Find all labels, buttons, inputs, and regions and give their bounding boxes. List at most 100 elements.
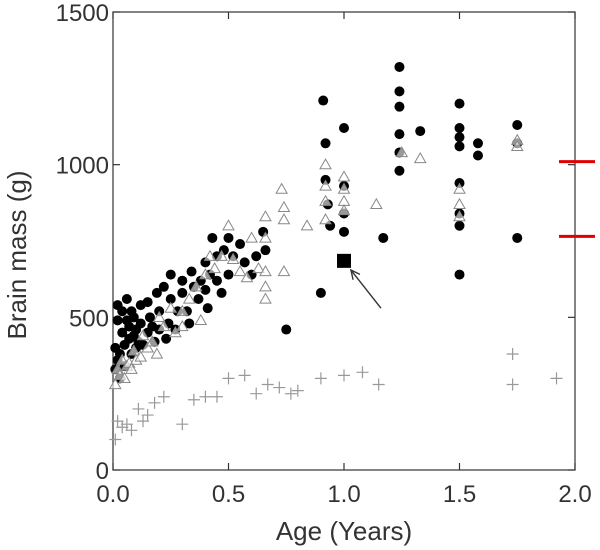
filled-circle-point (320, 138, 331, 149)
open-triangle-point (108, 377, 122, 390)
filled-circle-point (216, 287, 227, 298)
open-triangle-point (319, 213, 332, 225)
filled-circle-point (202, 303, 213, 314)
open-triangle-point (277, 200, 291, 213)
open-triangle-point (175, 319, 189, 332)
open-triangle-point (164, 301, 178, 313)
open-triangle-point (127, 344, 141, 356)
filled-circle-point (135, 318, 146, 329)
filled-circle-point (128, 312, 139, 323)
y-tick-label: 500 (69, 305, 109, 332)
cross-point (137, 415, 150, 428)
open-triangle-point (277, 213, 291, 225)
open-triangle-point (150, 347, 164, 359)
filled-circle-point (177, 275, 188, 286)
filled-circle-point (207, 232, 218, 243)
cross-point (116, 421, 129, 434)
open-triangle-point (300, 219, 314, 231)
filled-circle-point (151, 287, 162, 298)
filled-circle-point (454, 98, 465, 109)
open-triangle-point (453, 182, 466, 194)
y-tick-label: 1000 (56, 153, 109, 180)
cross-point (273, 381, 286, 394)
filled-circle-point (112, 315, 123, 326)
open-triangle-point (145, 335, 159, 347)
open-triangle-point (259, 210, 272, 222)
cross-point (132, 402, 145, 415)
cross-point (120, 418, 133, 431)
x-tick-label: 1.5 (443, 481, 476, 508)
cross-point (187, 393, 200, 406)
filled-circle-point (158, 281, 169, 292)
filled-circle-point (144, 312, 155, 323)
highlighted-square-point (337, 253, 351, 268)
open-triangle-point (337, 170, 351, 182)
open-triangle-point (252, 261, 265, 274)
filled-circle-point (454, 132, 465, 143)
cross-point (238, 369, 251, 382)
cross-point (222, 372, 235, 385)
open-triangle-point (233, 265, 247, 277)
filled-circle-point (211, 275, 222, 286)
open-triangle-point (125, 362, 138, 374)
open-triangle-point (215, 249, 228, 261)
open-triangle-point (141, 341, 155, 353)
open-triangle-point (319, 158, 332, 170)
open-triangle-point (226, 252, 240, 264)
open-triangle-point (275, 182, 288, 194)
y-tick-label: 1500 (56, 0, 109, 27)
open-triangle-point (208, 261, 222, 274)
open-triangle-point (510, 139, 524, 151)
filled-circle-point (394, 101, 405, 112)
open-triangle-point (413, 152, 427, 164)
cross-point (141, 409, 154, 422)
filled-circle-point (339, 226, 349, 237)
open-triangle-point (203, 249, 217, 261)
open-triangle-point (222, 219, 235, 231)
filled-circle-point (394, 86, 405, 97)
x-tick-label: 2.0 (558, 481, 591, 508)
open-triangle-point (319, 194, 332, 206)
open-triangle-point (259, 265, 272, 277)
filled-circle-point (260, 245, 271, 256)
filled-circle-point (161, 333, 172, 344)
filled-circle-point (235, 239, 246, 250)
cross-point (176, 418, 189, 431)
cross-point (506, 378, 519, 391)
open-triangle-point (169, 326, 182, 338)
filled-circle-point (454, 220, 465, 231)
filled-circle-point (177, 287, 188, 298)
filled-circle-point (117, 327, 128, 338)
open-triangle-point (259, 292, 272, 304)
filled-circle-point (415, 126, 426, 137)
filled-circle-point (223, 269, 234, 280)
cross-point (111, 415, 124, 428)
open-triangle-point (115, 353, 129, 365)
cross-point (372, 378, 385, 391)
cross-point (261, 378, 274, 391)
annotation-arrow-line (350, 269, 382, 309)
filled-circle-point (315, 287, 326, 298)
filled-circle-point (472, 150, 483, 161)
open-triangle-point (199, 268, 212, 280)
open-triangle-point (194, 313, 208, 326)
open-triangle-point (369, 197, 383, 209)
open-triangle-point (259, 231, 272, 243)
filled-circle-point (186, 266, 197, 277)
filled-circle-point (512, 232, 523, 243)
open-triangle-point (453, 210, 466, 222)
open-triangle-point (175, 304, 189, 316)
cross-point (199, 390, 212, 403)
y-axis-label: Brain mass (g) (2, 170, 32, 339)
open-triangle-point (395, 145, 409, 158)
filled-circle-point (394, 61, 405, 72)
open-triangle-point (134, 350, 148, 362)
open-triangle-point (118, 371, 131, 384)
filled-circle-point (318, 95, 329, 106)
filled-circle-point (239, 257, 250, 268)
open-triangle-point (319, 179, 332, 191)
filled-circle-point (121, 294, 132, 305)
cross-point (210, 390, 223, 403)
cross-point (125, 424, 138, 437)
